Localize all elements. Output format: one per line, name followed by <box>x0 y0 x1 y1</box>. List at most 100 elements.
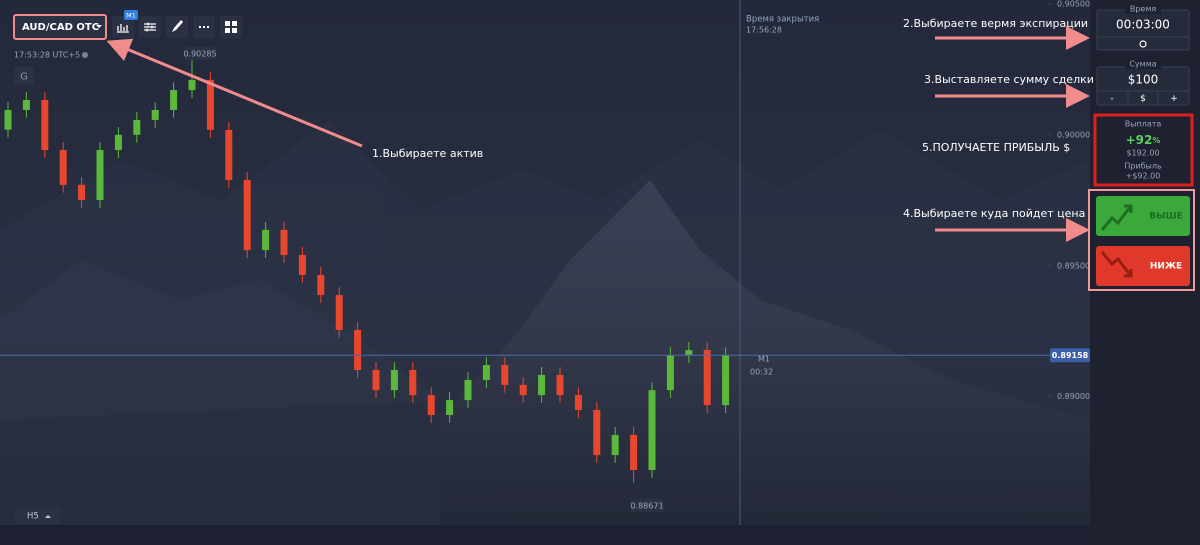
plus-button[interactable]: + <box>1170 94 1178 104</box>
candle-body <box>722 355 730 406</box>
candle-body <box>262 229 270 251</box>
low-label: 0.88671 <box>630 502 663 511</box>
profit-title: Прибыль <box>1124 162 1162 171</box>
candle-body <box>703 350 711 406</box>
candle-body <box>206 79 214 130</box>
candle-body <box>225 129 233 180</box>
close-time-title: Время закрытия <box>746 15 819 25</box>
candle-body <box>574 395 582 411</box>
low-label-box <box>630 499 664 512</box>
candle-body <box>243 179 251 251</box>
arrow <box>106 38 363 148</box>
icon <box>172 20 183 32</box>
candle-body <box>630 434 638 470</box>
down-button[interactable] <box>1096 246 1190 286</box>
candle-body <box>22 100 30 110</box>
time-title: Время <box>1130 5 1157 14</box>
down-button-text[interactable]: НИЖЕ <box>1150 262 1182 272</box>
candle-body <box>151 109 159 120</box>
icon <box>144 22 156 32</box>
candle-body <box>317 274 325 296</box>
payout-total: $192.00 <box>1126 149 1159 158</box>
high-label: 0.90285 <box>183 50 216 59</box>
candle-body <box>114 134 122 151</box>
candle-body <box>464 379 472 401</box>
legend-gap <box>1125 59 1161 69</box>
candle-body <box>446 400 454 416</box>
up-button[interactable] <box>1096 196 1190 236</box>
caret <box>45 515 51 518</box>
time-axis <box>0 525 1090 545</box>
g-button-text[interactable]: G <box>20 72 28 83</box>
payout-highlight <box>1093 113 1194 187</box>
candle-body <box>335 295 343 330</box>
layout-button[interactable] <box>220 16 242 38</box>
candle-body <box>482 364 490 380</box>
current-price-label: 0.89158 <box>1052 351 1089 360</box>
candle-body <box>611 434 619 456</box>
annotation: 1.Выбираете актив <box>372 147 483 160</box>
y-tick-label: 0.90500 <box>1057 0 1090 8</box>
high-label-box <box>184 47 216 60</box>
candle-body <box>4 109 12 130</box>
close-time: 17:56:28 <box>746 26 782 35</box>
y-tick-label: 0.89500 <box>1057 261 1090 270</box>
candle-body <box>78 184 86 201</box>
g-button[interactable] <box>14 67 34 85</box>
icon <box>225 21 237 33</box>
candle-body <box>593 410 601 456</box>
up-button-text[interactable]: ВЫШЕ <box>1149 212 1182 222</box>
candle-body <box>501 364 509 385</box>
amount-title: Сумма <box>1129 60 1156 69</box>
candle-body <box>280 229 288 256</box>
down-icon <box>1100 251 1133 278</box>
timeframe-badge-text: M1 <box>126 12 136 20</box>
y-tick-label: 0.89000 <box>1057 392 1090 401</box>
minus-button[interactable]: - <box>1110 94 1113 104</box>
timer: 00:32 <box>750 368 773 377</box>
annotation: 2.Выбираете вермя экспирации <box>903 17 1088 30</box>
candle-body <box>556 374 564 396</box>
interval-text[interactable]: H5 <box>27 512 39 522</box>
time-value[interactable]: 00:03:00 <box>1116 18 1170 32</box>
candle-body <box>666 355 674 391</box>
candle-body <box>648 390 656 470</box>
legend-gap <box>1125 4 1161 14</box>
settings-icon[interactable] <box>82 52 88 58</box>
y-tick-label: 0.90000 <box>1057 130 1090 139</box>
mountains <box>0 120 1090 545</box>
interval-button[interactable] <box>14 507 60 524</box>
annotation: 5.ПОЛУЧАЕТЕ ПРИБЫЛЬ $ <box>922 141 1070 154</box>
annotation: 3.Выставляете сумму сделки <box>924 73 1094 86</box>
payout-title: Выплата <box>1125 120 1162 129</box>
candle-body <box>298 255 306 275</box>
profit-value: +$92.00 <box>1126 172 1161 181</box>
candle-body <box>170 90 178 110</box>
candle-body <box>519 384 527 396</box>
candle-body <box>188 79 196 91</box>
clock: 17:53:28 UTC+5 <box>14 51 80 60</box>
timeframe-badge <box>124 10 138 20</box>
dropdown-caret <box>96 25 102 28</box>
candle-body <box>427 395 435 416</box>
up-icon <box>1100 204 1133 231</box>
candle-body <box>409 369 417 396</box>
timer-timeframe: M1 <box>758 355 770 364</box>
payout-value: +92% <box>1126 133 1161 147</box>
asset-name[interactable]: AUD/CAD OTC <box>22 22 99 33</box>
current-price-tag <box>1050 348 1090 363</box>
payout-number: +92 <box>1126 133 1153 147</box>
icon <box>117 24 129 33</box>
amount-value[interactable]: $100 <box>1128 73 1159 87</box>
currency-button[interactable]: $ <box>1140 94 1146 104</box>
candle-body <box>59 150 67 185</box>
candle-body <box>133 119 141 135</box>
payout-unit: % <box>1152 136 1160 145</box>
asset-selector[interactable] <box>13 14 107 40</box>
candle-body <box>96 150 104 201</box>
candle-body <box>390 369 398 391</box>
candle-body <box>372 369 380 391</box>
clock-icon[interactable] <box>1139 40 1147 48</box>
candle-body <box>685 350 693 356</box>
